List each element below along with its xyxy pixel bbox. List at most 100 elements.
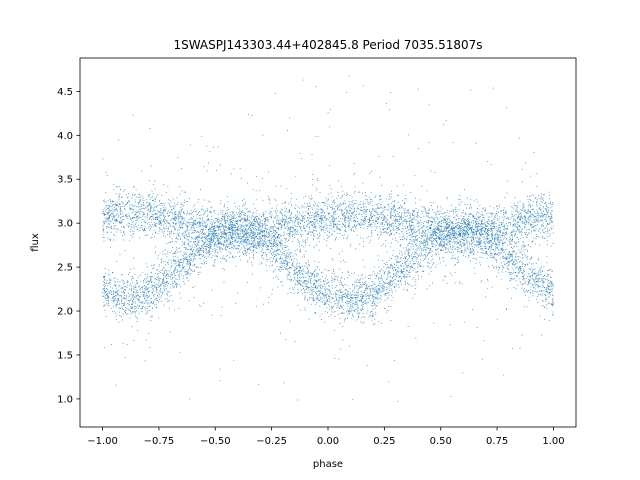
data-point [119,186,121,188]
data-point [521,209,523,211]
data-point [355,294,357,296]
data-point [487,288,489,289]
data-point [366,302,368,304]
data-point [107,207,109,209]
data-point [400,231,402,233]
data-point [401,254,403,256]
data-point [414,251,416,253]
data-point [395,214,396,216]
data-point [289,216,291,218]
data-point [419,254,421,256]
data-point [139,201,141,203]
data-point [375,217,377,219]
data-point [464,203,466,205]
data-point [449,243,451,245]
data-point [532,222,534,224]
data-point [473,200,475,202]
data-point [371,302,373,304]
data-point [124,357,126,358]
data-point [515,258,517,260]
data-point [279,245,281,247]
data-point [382,285,383,287]
data-point [412,263,414,265]
data-point [259,225,261,226]
data-point [385,261,387,263]
data-point [278,248,280,250]
data-point [147,283,149,285]
data-point [460,238,462,240]
data-point [542,220,544,222]
data-point [133,340,135,341]
data-point [242,243,244,245]
data-point [477,218,479,220]
data-point [324,269,326,270]
data-point [117,204,119,206]
data-point [233,230,235,232]
data-point [210,239,212,241]
data-point [295,216,297,218]
data-point [473,240,475,242]
data-point [509,272,511,273]
data-point [190,218,192,220]
data-point [392,297,394,299]
data-point [432,258,434,260]
data-point [125,204,126,206]
data-point [361,304,362,306]
data-point [423,235,425,237]
data-point [120,210,122,211]
data-point [199,217,201,219]
data-point [509,222,511,224]
data-point [173,259,175,261]
data-point [358,281,360,283]
data-point [195,237,197,239]
data-point [522,250,524,252]
data-point [133,208,135,210]
data-point [169,300,170,302]
data-point [361,207,363,208]
data-point [454,227,456,229]
data-point [392,268,394,270]
data-point [161,204,163,206]
data-point [250,250,252,252]
data-point [542,202,544,203]
data-point [191,244,193,246]
data-point [248,247,250,249]
data-point [362,303,364,305]
data-point [342,190,344,192]
data-point [324,291,326,293]
data-point [330,306,332,308]
data-point [297,288,299,290]
data-point [302,215,304,217]
data-point [400,207,402,209]
data-point [395,290,397,292]
data-point [214,241,216,243]
data-point [192,221,194,223]
data-point [516,217,518,219]
data-point [233,214,235,216]
data-point [461,251,463,253]
data-point [113,209,115,210]
data-point [137,304,138,306]
data-point [249,226,251,228]
data-point [411,243,413,245]
data-point [403,267,405,269]
data-point [373,299,374,301]
data-point [252,227,254,229]
data-point [492,225,494,227]
data-point [114,291,116,292]
data-point [231,246,233,248]
data-point [527,218,529,220]
data-point [318,209,319,210]
data-point [284,223,286,225]
data-point [312,214,314,216]
data-point [511,231,513,232]
data-point [154,225,156,227]
data-point [144,307,146,309]
data-point [461,242,463,244]
data-point [370,223,372,225]
data-point [545,215,547,217]
data-point [132,298,134,300]
data-point [470,244,472,246]
data-point [246,220,248,222]
data-point [459,241,461,243]
